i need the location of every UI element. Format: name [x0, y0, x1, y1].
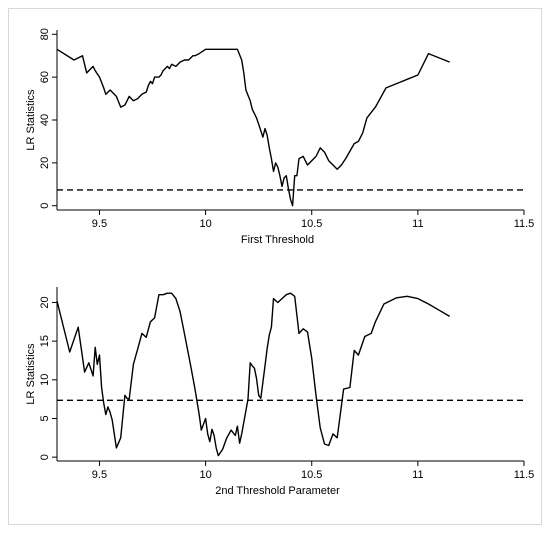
y-tick-label: 20	[39, 157, 51, 169]
y-tick-label: 0	[39, 454, 51, 460]
panel-1: 9.5 10 10.5 11 11.5 0 20 40 60 80 First Threshold L…	[25, 28, 534, 246]
x-axis-title: First Threshold	[241, 234, 314, 246]
y-tick-label: 0	[39, 203, 51, 209]
x-tick-label: 11	[412, 218, 423, 230]
y-tick-label: 20	[39, 296, 51, 308]
x-axis-title: 2nd Threshold Parameter	[215, 485, 340, 497]
x-tick-label: 9.5	[92, 218, 107, 230]
chart-frame	[8, 8, 542, 525]
y-tick-label: 15	[39, 335, 51, 347]
x-tick-label: 11.5	[514, 218, 535, 230]
x-tick-label: 11	[412, 469, 423, 481]
y-tick-label: 10	[39, 374, 51, 386]
x-tick-label: 10	[199, 469, 211, 481]
y-tick-label: 40	[39, 114, 51, 126]
x-tick-label: 9.5	[92, 469, 107, 481]
x-tick-label: 10.5	[301, 469, 322, 481]
x-tick-label: 10.5	[301, 218, 322, 230]
y-tick-label: 80	[39, 28, 51, 40]
lr-statistic-line	[56, 292, 451, 457]
y-axis-title: LR Statistics	[25, 89, 37, 151]
y-tick-label: 5	[39, 415, 51, 421]
lr-statistic-line	[56, 48, 450, 207]
y-axis-title: LR Statistics	[25, 343, 37, 405]
panel-2: 9.5 10 10.5 11 11.5 0 5 10 15 20 2nd Threshold Par…	[25, 287, 534, 497]
y-tick-label: 60	[39, 71, 51, 83]
x-tick-label: 11.5	[514, 469, 535, 481]
x-tick-label: 10	[199, 218, 211, 230]
